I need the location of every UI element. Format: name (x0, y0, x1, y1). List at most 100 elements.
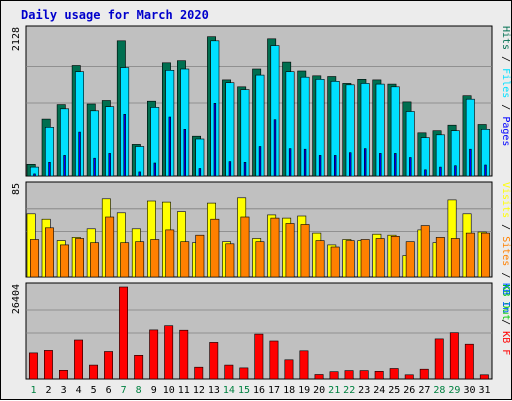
bar-pages (363, 148, 367, 177)
bar-sites (435, 237, 445, 278)
bar-pages (48, 162, 51, 177)
x-tick-day-17: 17 (268, 385, 280, 396)
x-tick-day-10: 10 (163, 385, 175, 396)
x-axis-day-labels: 1 2 3 4 5 6 7 8 9 10 11 12 13 14 15 16 17 18 19 20 21 22 23 24 2… (30, 385, 490, 396)
bar-sites (420, 225, 430, 278)
bar-pages (78, 131, 81, 177)
bar-files (135, 146, 145, 177)
chart-panels: 2128 Hits / Files / Pages 85 Visits / Sites… (11, 25, 511, 380)
bar-kbf (119, 286, 129, 380)
legend-sites: Sites (500, 236, 511, 266)
x-tick-day-8: 8 (136, 385, 142, 396)
bar-kbf (134, 354, 144, 380)
bar-pages (303, 148, 307, 177)
bar-sites (360, 239, 370, 278)
x-tick-day-4: 4 (76, 385, 82, 396)
x-tick-day-15: 15 (238, 385, 250, 396)
bar-sites (450, 238, 460, 278)
legend-separator: / (500, 98, 511, 116)
bar-kbf (104, 351, 114, 380)
bar-kbf (89, 364, 99, 380)
legend-kbin: KB In (500, 283, 511, 313)
bar-kbf (164, 325, 174, 380)
legend-separator: / (500, 313, 511, 331)
panel-1: 2128 Hits / Files / Pages (11, 25, 511, 177)
x-tick-day-27: 27 (418, 385, 430, 396)
bar-kbf (209, 342, 219, 380)
legend-files: Files (500, 68, 511, 98)
bar-kbf (419, 368, 429, 380)
x-tick-day-13: 13 (208, 385, 220, 396)
x-tick-day-28: 28 (433, 385, 445, 396)
legend-separator: / (500, 218, 511, 236)
bar-kbf (449, 332, 459, 380)
bar-kbf (74, 339, 84, 380)
bar-pages (394, 153, 397, 177)
bar-sites (465, 232, 475, 278)
legend-separator: / (500, 50, 511, 68)
legend-kbout: KB Out (500, 284, 511, 320)
x-tick-day-5: 5 (91, 385, 97, 396)
x-tick-day-29: 29 (448, 385, 460, 396)
bar-sites (60, 244, 70, 278)
bar-sites (105, 216, 115, 278)
x-tick-day-26: 26 (403, 385, 415, 396)
bar-pages (348, 152, 352, 177)
bar-kbf (374, 370, 384, 380)
bar-pages (243, 162, 247, 177)
bar-sites (44, 227, 54, 278)
bar-kbf (179, 329, 189, 380)
x-tick-day-25: 25 (388, 385, 400, 396)
x-tick-day-9: 9 (151, 385, 157, 396)
x-tick-day-30: 30 (463, 385, 475, 396)
panel-legend: KB In / KB F (500, 283, 511, 355)
bar-kbf (434, 338, 444, 380)
bar-sites (315, 240, 325, 278)
bar-pages (333, 155, 337, 177)
bar-sites (90, 242, 100, 278)
bar-sites (225, 243, 235, 278)
bar-kbf (284, 359, 294, 380)
bar-kbf (299, 350, 309, 380)
x-tick-day-2: 2 (45, 385, 51, 396)
bar-sites (165, 229, 175, 278)
bar-pages (379, 153, 382, 177)
panel-legend: Visits / Sites / KB Out (500, 182, 511, 320)
chart-title: Daily usage for March 2020 (21, 8, 209, 22)
y-axis-max-tick: 26404 (11, 284, 22, 314)
legend-kbf: KB F (500, 331, 511, 355)
bar-kbf (464, 343, 474, 380)
bar-pages (63, 155, 66, 177)
bar-kbf (239, 367, 249, 380)
bar-pages (123, 114, 126, 177)
bar-sites (285, 223, 295, 278)
bar-pages (168, 116, 171, 177)
bar-kbf (43, 350, 53, 380)
bar-sites (195, 234, 205, 278)
x-tick-day-6: 6 (106, 385, 112, 396)
bar-sites (300, 224, 310, 278)
panel-3: 26404 KB In / KB F (11, 282, 511, 380)
bar-pages (409, 157, 412, 177)
x-tick-day-18: 18 (283, 385, 295, 396)
bar-sites (330, 246, 340, 278)
bar-kbf (28, 352, 38, 380)
bar-pages (213, 103, 217, 177)
x-tick-day-11: 11 (178, 385, 190, 396)
x-tick-day-21: 21 (328, 385, 340, 396)
x-tick-day-24: 24 (373, 385, 385, 396)
bar-pages (454, 165, 457, 177)
x-tick-day-12: 12 (193, 385, 205, 396)
legend-visits: Visits (500, 182, 511, 218)
bar-pages (153, 162, 156, 177)
bar-sites (480, 232, 490, 278)
bar-kbf (149, 329, 159, 380)
bar-kbf (344, 370, 354, 380)
x-tick-day-19: 19 (298, 385, 310, 396)
bar-sites (390, 236, 400, 278)
bar-pages (138, 171, 141, 177)
bar-sites (180, 241, 190, 278)
bar-kbf (269, 340, 279, 380)
x-tick-day-20: 20 (313, 385, 325, 396)
